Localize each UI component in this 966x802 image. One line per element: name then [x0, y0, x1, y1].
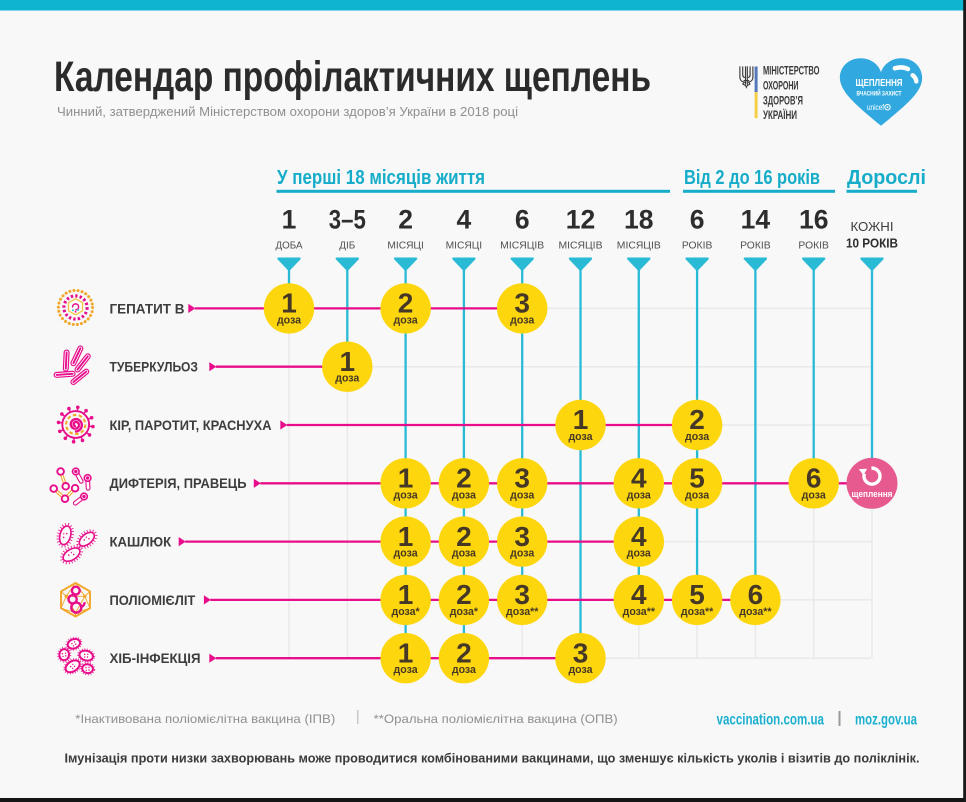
svg-text:ЗДОРОВ’Я: ЗДОРОВ’Я: [763, 94, 803, 108]
svg-text:КОЖНІ: КОЖНІ: [851, 220, 894, 234]
svg-text:доза: доза: [510, 314, 534, 326]
svg-text:доза: доза: [394, 489, 418, 501]
svg-text:ПОЛІОМІЄЛІТ: ПОЛІОМІЄЛІТ: [110, 593, 196, 608]
svg-text:3: 3: [514, 521, 530, 552]
svg-text:Календар профілактичних щеплен: Календар профілактичних щеплень: [54, 54, 651, 101]
svg-text:ДІБ: ДІБ: [339, 241, 355, 252]
svg-text:**Оральна поліомієлітна вакцин: **Оральна поліомієлітна вакцина (ОПВ): [374, 712, 618, 726]
svg-text:4: 4: [631, 579, 647, 610]
svg-text:ГЕПАТИТ В: ГЕПАТИТ В: [110, 301, 185, 316]
svg-text:Чинний, затверджений Міністерс: Чинний, затверджений Міністерством охоро…: [57, 104, 518, 119]
svg-text:18: 18: [624, 204, 653, 234]
svg-text:доза: доза: [627, 548, 651, 560]
svg-text:ХІБ-ІНФЕКЦІЯ: ХІБ-ІНФЕКЦІЯ: [110, 651, 201, 666]
svg-text:3: 3: [573, 637, 589, 668]
svg-text:3–5: 3–5: [329, 204, 366, 234]
svg-text:доза: доза: [277, 314, 301, 326]
svg-text:3: 3: [514, 579, 530, 610]
svg-text:1: 1: [398, 521, 414, 552]
svg-text:moz.gov.ua: moz.gov.ua: [855, 712, 917, 729]
svg-text:ДОБА: ДОБА: [276, 241, 303, 252]
svg-text:5: 5: [689, 579, 705, 610]
svg-text:2: 2: [456, 637, 472, 668]
svg-text:12: 12: [566, 204, 595, 234]
svg-text:5: 5: [689, 463, 705, 494]
svg-text:доза**: доза**: [739, 606, 772, 618]
svg-text:1: 1: [398, 579, 414, 610]
svg-text:3: 3: [514, 463, 530, 494]
svg-text:2: 2: [456, 579, 472, 610]
svg-text:РОКІВ: РОКІВ: [740, 241, 771, 252]
svg-text:доза: доза: [802, 489, 826, 501]
svg-text:доза: доза: [394, 664, 418, 676]
svg-text:2: 2: [689, 404, 705, 435]
svg-text:ОХОРОНИ: ОХОРОНИ: [763, 79, 799, 93]
svg-text:ВЧАСНИЙ ЗАХИСТ: ВЧАСНИЙ ЗАХИСТ: [857, 90, 902, 98]
svg-text:1: 1: [282, 204, 297, 234]
svg-text:доза: доза: [452, 548, 476, 560]
svg-text:16: 16: [799, 204, 828, 234]
svg-text:доза: доза: [394, 548, 418, 560]
svg-text:МІСЯЦІ: МІСЯЦІ: [446, 241, 483, 252]
svg-text:14: 14: [741, 204, 771, 234]
svg-text:6: 6: [515, 204, 530, 234]
svg-text:доза: доза: [510, 489, 534, 501]
svg-text:доза**: доза**: [681, 606, 714, 618]
svg-text:Від 2 до 16 років: Від 2 до 16 років: [684, 167, 820, 189]
svg-text:МІНІСТЕРСТВО: МІНІСТЕРСТВО: [763, 64, 820, 78]
svg-text:доза: доза: [685, 489, 709, 501]
svg-text:МІСЯЦІ: МІСЯЦІ: [387, 241, 424, 252]
svg-text:щеплення: щеплення: [852, 489, 893, 499]
svg-text:1: 1: [398, 637, 414, 668]
svg-text:Імунізація проти низки захворю: Імунізація проти низки захворювань може …: [65, 751, 920, 766]
svg-text:4: 4: [457, 204, 472, 234]
svg-text:доза: доза: [685, 431, 709, 443]
svg-text:доза**: доза**: [506, 606, 539, 618]
svg-text:доза: доза: [510, 548, 534, 560]
svg-text:4: 4: [631, 463, 647, 494]
svg-text:доза: доза: [335, 373, 359, 385]
svg-text:МІСЯЦІВ: МІСЯЦІВ: [617, 241, 661, 252]
svg-text:ЩЕПЛЕННЯ: ЩЕПЛЕННЯ: [856, 77, 903, 89]
svg-text:РОКІВ: РОКІВ: [798, 241, 829, 252]
svg-text:доза: доза: [452, 489, 476, 501]
svg-text:доза: доза: [627, 489, 651, 501]
svg-text:КІР, ПАРОТИТ, КРАСНУХА: КІР, ПАРОТИТ, КРАСНУХА: [110, 418, 272, 433]
svg-text:vaccination.com.ua: vaccination.com.ua: [717, 712, 825, 729]
svg-text:Дорослі: Дорослі: [847, 167, 926, 189]
svg-text:доза**: доза**: [623, 606, 656, 618]
svg-text:10 РОКІВ: 10 РОКІВ: [846, 236, 898, 251]
svg-text:6: 6: [748, 579, 764, 610]
svg-text:РОКІВ: РОКІВ: [682, 241, 713, 252]
svg-text:1: 1: [340, 346, 356, 377]
svg-text:1: 1: [573, 404, 589, 435]
svg-text:доза: доза: [394, 314, 418, 326]
svg-text:доза: доза: [452, 664, 476, 676]
svg-text:УКРАЇНИ: УКРАЇНИ: [763, 107, 797, 122]
svg-text:1: 1: [281, 288, 297, 319]
svg-text:доза: доза: [568, 664, 592, 676]
svg-text:unicef: unicef: [867, 102, 884, 112]
svg-text:2: 2: [456, 463, 472, 494]
svg-text:2: 2: [398, 204, 413, 234]
svg-text:6: 6: [690, 204, 705, 234]
svg-text:КАШЛЮК: КАШЛЮК: [110, 535, 172, 550]
svg-text:1: 1: [398, 463, 414, 494]
svg-text:3: 3: [514, 288, 530, 319]
svg-text:МІСЯЦІВ: МІСЯЦІВ: [500, 241, 544, 252]
svg-text:У перші 18 місяців життя: У перші 18 місяців життя: [277, 167, 485, 189]
svg-text:*Інактивована поліомієлітна ва: *Інактивована поліомієлітна вакцина (ІПВ…: [75, 712, 335, 726]
svg-text:2: 2: [456, 521, 472, 552]
svg-text:4: 4: [631, 521, 647, 552]
svg-text:доза*: доза*: [391, 606, 420, 618]
svg-text:6: 6: [806, 463, 822, 494]
svg-text:МІСЯЦІВ: МІСЯЦІВ: [559, 241, 603, 252]
svg-text:ТУБЕРКУЛЬОЗ: ТУБЕРКУЛЬОЗ: [110, 360, 199, 375]
svg-text:доза: доза: [568, 431, 592, 443]
svg-text:ДИФТЕРІЯ, ПРАВЕЦЬ: ДИФТЕРІЯ, ПРАВЕЦЬ: [110, 476, 247, 491]
svg-text:доза*: доза*: [450, 606, 479, 618]
svg-text:2: 2: [398, 288, 414, 319]
